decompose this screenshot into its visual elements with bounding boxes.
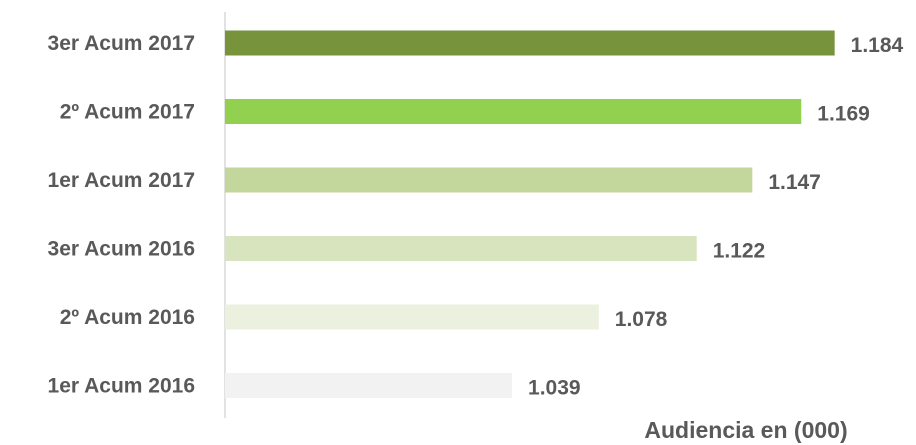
category-label: 1er Acum 2017 [48, 169, 195, 192]
category-label: 3er Acum 2016 [48, 238, 195, 261]
value-label: 1.078 [615, 308, 668, 331]
bar-6 [225, 373, 513, 398]
category-label: 2º Acum 2017 [60, 101, 195, 124]
value-labels: 1.184 1.169 1.147 1.122 1.078 1.039 [528, 34, 903, 400]
bar-3 [225, 167, 753, 193]
value-label: 1.184 [851, 34, 904, 57]
category-label: 1er Acum 2016 [48, 375, 195, 398]
bar-1 [225, 30, 835, 56]
category-label: 3er Acum 2017 [48, 32, 195, 55]
value-label: 1.147 [768, 171, 821, 194]
bar-4 [225, 236, 697, 261]
bar-2 [225, 99, 802, 124]
bars [225, 30, 835, 398]
value-label: 1.122 [713, 240, 766, 263]
value-label: 1.169 [817, 103, 870, 126]
category-label: 2º Acum 2016 [60, 306, 195, 329]
x-axis-title: Audiencia en (000) [644, 417, 847, 443]
bar-5 [225, 304, 599, 330]
value-label: 1.039 [528, 377, 581, 400]
category-labels: 3er Acum 2017 2º Acum 2017 1er Acum 2017 3e… [48, 32, 195, 398]
